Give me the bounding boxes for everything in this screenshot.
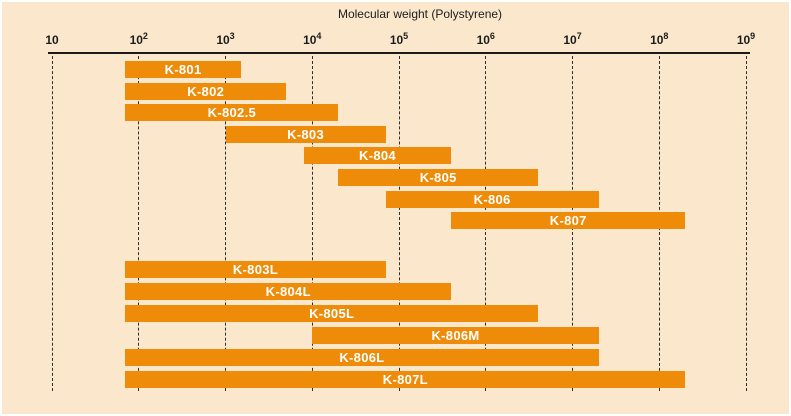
bar-label: K-804L [265, 284, 311, 299]
bar-k-802: K-802 [125, 82, 287, 100]
gridline-10e5 [398, 56, 400, 391]
gridline-10e1 [51, 56, 53, 391]
gridline-10e3 [225, 56, 226, 391]
x-tick-10e9: 109 [736, 31, 756, 48]
bar-k-802.5: K-802.5 [125, 104, 339, 122]
bar-label: K-802 [187, 83, 225, 99]
bar-k-807: K-807 [451, 212, 686, 230]
bar-k-806: K-806 [385, 190, 599, 208]
bar-k-804l: K-804L [125, 283, 452, 300]
x-tick-10e2: 102 [129, 31, 148, 48]
x-tick-10e4: 104 [303, 31, 322, 48]
bar-k-805: K-805 [338, 169, 538, 186]
bar-k-803: K-803 [225, 125, 386, 143]
x-tick-10e5: 105 [389, 31, 409, 48]
bar-k-803l: K-803L [125, 261, 386, 278]
bar-label: K-806M [431, 328, 480, 343]
x-tick-10e3: 103 [216, 31, 235, 48]
bar-label: K-803 [287, 126, 324, 142]
x-tick-10e6: 106 [476, 31, 495, 48]
bar-label: K-805 [419, 170, 457, 185]
bar-label: K-806 [473, 191, 511, 207]
bar-label: K-805L [309, 306, 355, 321]
bar-k-806m: K-806M [312, 327, 599, 344]
x-tick-10e1: 10 [45, 33, 59, 47]
bar-k-804: K-804 [303, 147, 452, 165]
x-axis-line [48, 52, 750, 54]
bar-label: K-804 [359, 148, 396, 164]
x-tick-10e8: 108 [650, 31, 669, 48]
bar-label: K-803L [232, 262, 279, 277]
bar-label: K-801 [164, 62, 202, 77]
x-tick-10e7: 107 [563, 31, 582, 48]
bar-k-806l: K-806L [125, 349, 599, 366]
bar-k-801: K-801 [125, 61, 241, 78]
bar-label: K-806L [339, 350, 385, 365]
bar-label: K-802.5 [207, 105, 257, 121]
gridline-10e9 [745, 56, 747, 391]
bar-k-807l: K-807L [125, 371, 686, 388]
bar-label: K-807L [382, 372, 428, 387]
bar-label: K-807 [549, 213, 587, 229]
gridline-10e4 [311, 56, 313, 391]
gridline-10e2 [138, 56, 140, 391]
bar-k-805l: K-805L [125, 305, 538, 322]
x-axis-title: Molecular weight (Polystyrene) [337, 7, 503, 21]
